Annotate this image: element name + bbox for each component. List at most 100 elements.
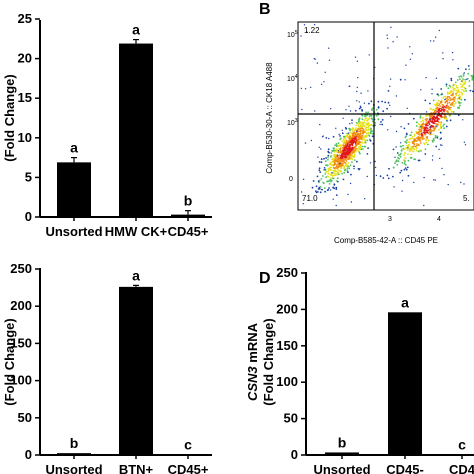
flow-event-dot [413, 158, 415, 161]
flow-event-dot [353, 153, 356, 156]
flow-event-dot [455, 89, 458, 92]
flow-event-dot [443, 116, 446, 119]
flow-event-dot [363, 121, 366, 124]
flow-event-dot [351, 143, 354, 145]
flow-event-dot [389, 85, 391, 88]
flow-event-dot [360, 92, 362, 94]
flow-event-dot [386, 34, 388, 36]
flow-event-dot [358, 135, 361, 138]
flow-event-dot [342, 167, 345, 170]
flow-event-dot [446, 102, 449, 105]
flow-event-dot [425, 122, 428, 124]
flow-event-dot [445, 85, 448, 87]
flow-event-dot [452, 111, 455, 113]
flow-event-dot [436, 93, 439, 96]
panel-d-y-axis-label: CSN3 mRNA [245, 322, 260, 401]
flow-event-dot [435, 105, 437, 107]
flow-event-dot [318, 146, 320, 148]
flow-event-dot [455, 84, 458, 87]
flow-event-dot [339, 144, 342, 147]
flow-event-dot [347, 158, 350, 161]
panel-b-quadrant-bottom-right: 5. [463, 194, 470, 203]
flow-event-dot [345, 139, 348, 142]
flow-event-dot [404, 156, 407, 159]
flow-event-dot [459, 95, 461, 98]
flow-event-dot [357, 77, 359, 79]
panel-a-category-label: Unsorted [45, 224, 102, 239]
flow-event-dot [367, 129, 370, 132]
flow-event-dot [429, 132, 432, 134]
flow-event-dot [347, 162, 350, 164]
flow-event-dot [429, 133, 431, 136]
flow-event-dot [410, 145, 413, 148]
flow-event-dot [400, 152, 402, 155]
flow-event-dot [449, 119, 452, 122]
flow-event-dot [453, 103, 455, 106]
flow-event-dot [436, 125, 438, 127]
panel-b-plot-frame [297, 21, 474, 211]
flow-event-dot [424, 153, 427, 155]
flow-event-dot [389, 78, 392, 80]
flow-event-dot [437, 99, 440, 102]
flow-event-dot [343, 171, 346, 174]
flow-event-dot [341, 172, 343, 175]
flow-event-dot [406, 107, 408, 110]
flow-event-dot [463, 83, 465, 86]
flow-event-dot [445, 117, 448, 120]
flow-event-dot [426, 127, 429, 130]
flow-event-dot [323, 81, 325, 83]
flow-event-dot [424, 126, 427, 129]
flow-event-dot [362, 123, 365, 126]
flow-event-dot [432, 155, 434, 157]
flow-event-dot [345, 147, 348, 150]
flow-event-dot [437, 117, 440, 120]
flow-event-dot [400, 145, 403, 148]
flow-event-dot [460, 98, 463, 101]
flow-event-dot [371, 132, 374, 135]
flow-event-dot [404, 167, 407, 170]
panel-b-x-axis-label: Comp-B585-42-A :: CD45 PE [334, 236, 438, 245]
flow-event-dot [434, 103, 436, 106]
flow-event-dot [319, 186, 322, 188]
flow-event-dot [351, 161, 353, 164]
panel-d-significance-letter: b [338, 434, 347, 450]
flow-event-dot [464, 98, 466, 101]
flow-event-dot [418, 126, 421, 129]
flow-event-dot [358, 122, 360, 125]
flow-event-dot [468, 85, 471, 87]
flow-event-dot [451, 98, 454, 101]
flow-event-dot [332, 198, 334, 200]
flow-event-dot [457, 114, 460, 116]
flow-event-dot [356, 140, 358, 143]
flow-event-dot [322, 175, 324, 177]
flow-event-dot [337, 145, 340, 147]
flow-event-dot [448, 96, 451, 98]
flow-event-dot [333, 164, 335, 167]
panel-b-events [300, 24, 474, 207]
flow-event-dot [335, 143, 338, 145]
flow-event-dot [328, 169, 330, 172]
flow-event-dot [338, 133, 340, 135]
flow-event-dot [349, 134, 351, 137]
flow-event-dot [409, 58, 412, 60]
flow-event-dot [461, 85, 464, 88]
flow-event-dot [344, 168, 347, 171]
flow-event-dot [320, 158, 323, 161]
flow-event-dot [449, 85, 452, 88]
flow-event-dot [368, 102, 370, 105]
flow-event-dot [323, 187, 326, 190]
flow-event-dot [414, 138, 417, 141]
flow-event-dot [339, 138, 341, 141]
flow-event-dot [366, 114, 368, 117]
flow-event-dot [454, 81, 457, 84]
flow-event-dot [362, 148, 364, 150]
flow-event-dot [349, 143, 351, 146]
flow-event-dot [364, 136, 367, 139]
flow-event-dot [452, 59, 454, 61]
flow-event-dot [456, 91, 459, 93]
flow-event-dot [419, 130, 422, 133]
flow-event-dot [351, 122, 353, 124]
flow-event-dot [351, 156, 354, 158]
flow-event-dot [350, 173, 352, 176]
flow-event-dot [446, 119, 448, 122]
